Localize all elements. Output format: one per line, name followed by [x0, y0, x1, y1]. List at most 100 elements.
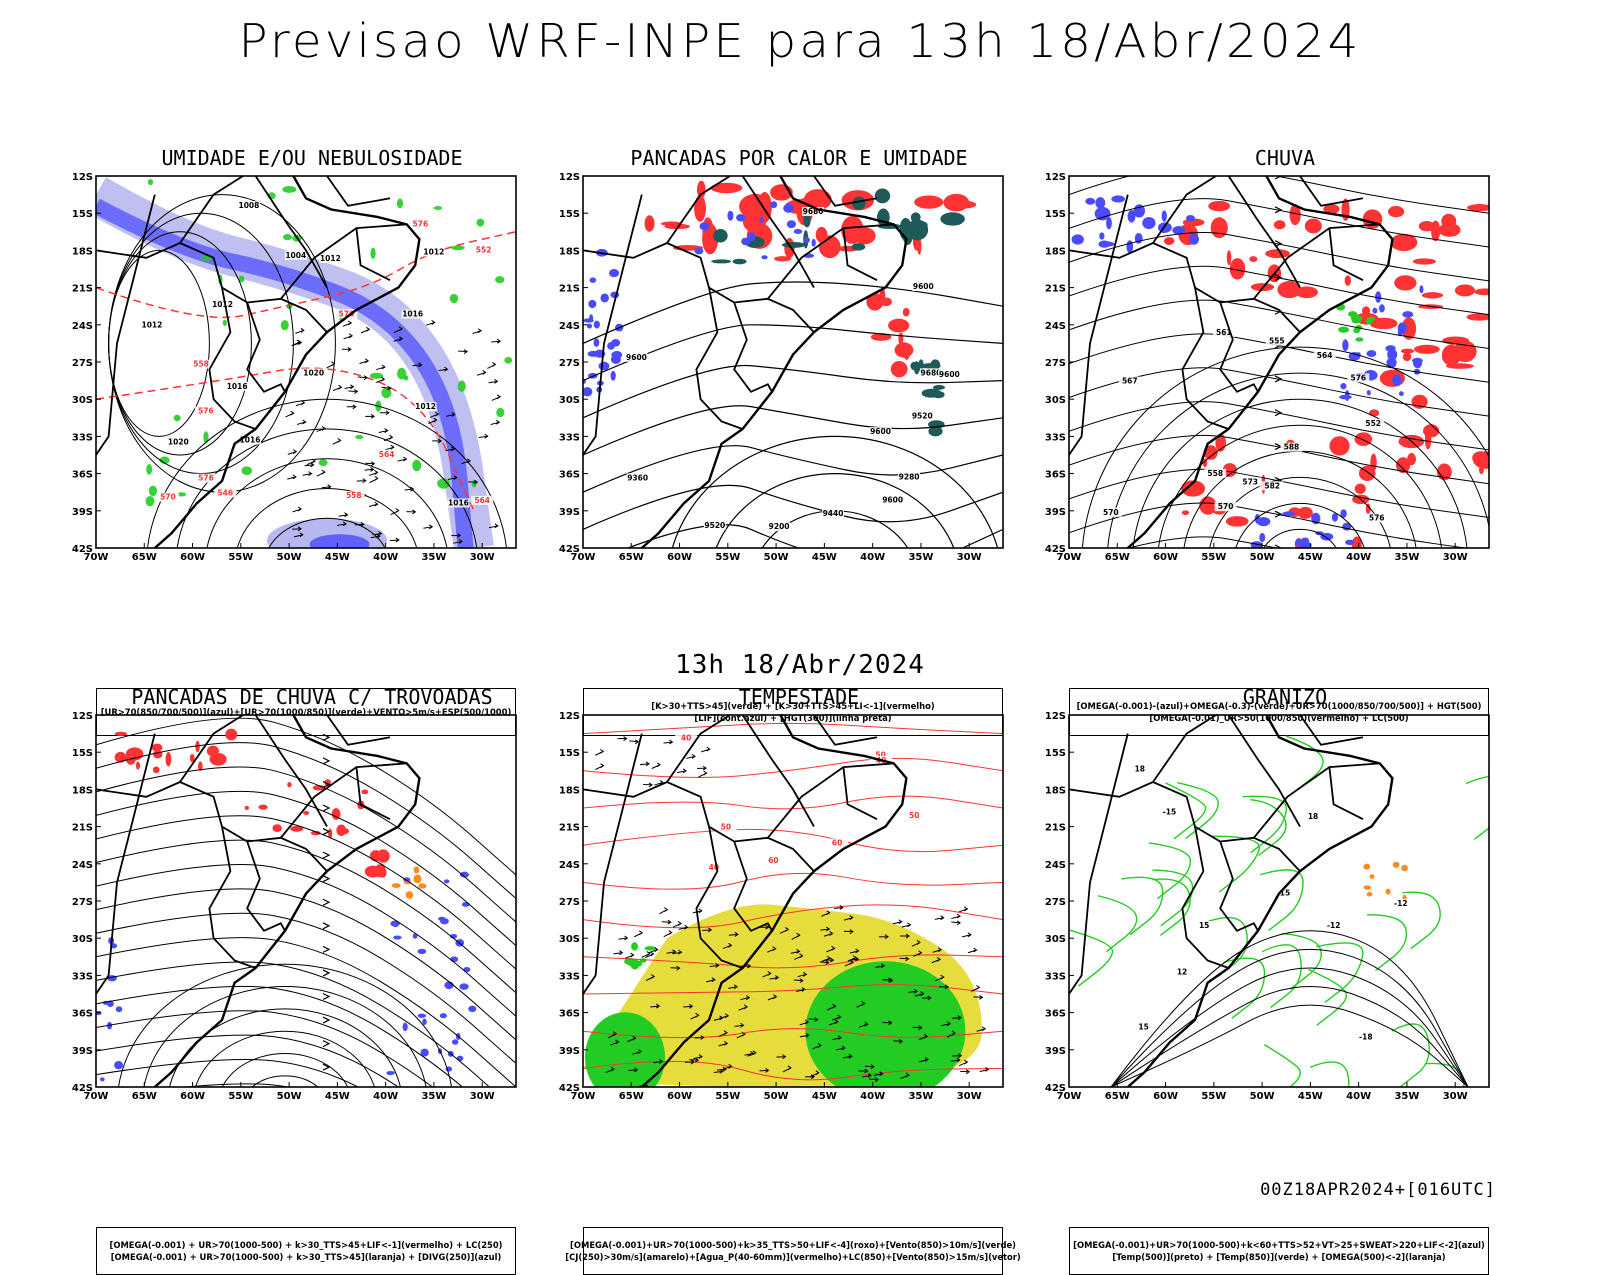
rain-blue-area [1419, 285, 1423, 293]
rain-red-area [1355, 484, 1366, 494]
rain-red-area [1422, 292, 1443, 298]
lif-contour [783, 204, 794, 213]
convection-red-area [694, 196, 706, 222]
flow-arrow [323, 923, 329, 929]
contour-label: -15 [1163, 808, 1177, 817]
lon-tick-label: 55W [715, 552, 740, 563]
lat-tick-label: 21S [559, 284, 580, 295]
lif-contour [588, 300, 596, 308]
thunder-orange-area [413, 875, 421, 884]
rain-blue-area [1085, 198, 1095, 205]
height-contour [709, 474, 961, 588]
flow-arrow [323, 829, 329, 835]
contour-line [1069, 368, 1489, 416]
lif-contour [812, 239, 816, 247]
contour-label: 576 [198, 406, 214, 415]
rain-blue-area [1342, 339, 1348, 351]
rain-red-area [1413, 258, 1436, 264]
lat-tick-label: 15S [72, 209, 93, 220]
wind-vector-head [322, 426, 325, 430]
humidity-green-contour [319, 459, 328, 466]
lif-contour [804, 237, 810, 243]
thunder-red-area [195, 741, 199, 752]
lif-contour [759, 217, 763, 223]
lon-tick-label: 30W [957, 552, 982, 563]
contour-label: 1012 [142, 321, 163, 330]
wind-vector-head [600, 749, 603, 753]
lif-contour [589, 314, 593, 322]
lon-tick-label: 50W [277, 1091, 302, 1102]
lif-contour [607, 342, 615, 350]
contour-line [96, 986, 516, 1127]
border-line [256, 715, 327, 827]
lat-tick-label: 18S [72, 246, 93, 257]
temp-850-contour [1260, 870, 1303, 931]
lon-tick-label: 70W [571, 1091, 596, 1102]
lat-tick-label: 15S [559, 209, 580, 220]
divergence-blue-area [450, 956, 458, 962]
lon-tick-label: 70W [1057, 552, 1082, 563]
border-line [247, 842, 285, 931]
rain-green-area [1351, 315, 1363, 321]
lat-tick-label: 12S [1045, 711, 1066, 722]
lon-tick-label: 50W [764, 1091, 789, 1102]
rain-blue-area [1366, 350, 1376, 357]
flow-arrow [323, 1041, 329, 1047]
humidity-green-contour [370, 373, 383, 379]
rain-red-area [1227, 250, 1231, 265]
lat-tick-label: 30S [72, 395, 93, 406]
rain-red-area [1438, 223, 1460, 237]
lon-tick-label: 60W [1153, 552, 1178, 563]
lat-tick-label: 21S [72, 284, 93, 295]
lon-tick-label: 45W [812, 552, 837, 563]
contour-label: 1012 [415, 402, 436, 411]
lat-tick-label: 21S [1045, 823, 1066, 834]
lat-tick-label: 30S [559, 395, 580, 406]
rain-red-area [1369, 409, 1379, 416]
rain-red-area [1345, 275, 1351, 286]
lat-tick-label: 15S [72, 748, 93, 759]
rain-red-area [1414, 345, 1440, 354]
convection-red-area [645, 215, 655, 231]
convection-teal-area [917, 221, 928, 229]
convection-red-area [955, 201, 977, 208]
contour-line [96, 1084, 516, 1127]
thunder-red-area [210, 753, 227, 766]
panel-title: TEMPESTADE [559, 685, 1039, 709]
lon-tick-label: 40W [860, 1091, 885, 1102]
divergence-blue-area [462, 902, 470, 907]
lon-tick-label: 55W [715, 1091, 740, 1102]
flow-arrow [323, 758, 329, 764]
border-line [247, 303, 285, 392]
divergence-blue-area [114, 1061, 123, 1069]
pressure-contour [109, 250, 210, 436]
lon-tick-label: 65W [132, 552, 157, 563]
rain-red-area [1455, 284, 1475, 296]
humidity-green-contour [146, 464, 152, 475]
humidity-green-contour [283, 234, 292, 240]
divergence-blue-area [444, 879, 450, 883]
divergence-blue-area [100, 1077, 105, 1081]
contour-label: 1004 [285, 251, 306, 260]
contour-label: 1020 [168, 437, 189, 446]
lif-contour [594, 338, 600, 346]
wind-vector-head [600, 764, 603, 768]
lat-tick-label: 18S [72, 785, 93, 796]
lon-tick-label: 30W [1443, 1091, 1468, 1102]
lat-tick-label: 39S [1045, 1046, 1066, 1057]
rain-blue-area [1340, 383, 1346, 389]
contour-label: 558 [193, 360, 209, 369]
rain-red-area [1305, 219, 1322, 234]
lif-contour [609, 269, 619, 277]
lon-tick-label: 45W [325, 1091, 350, 1102]
rain-red-area [1329, 436, 1349, 455]
pressure-contour [176, 429, 478, 588]
lif-contour [599, 362, 610, 371]
lon-tick-label: 70W [1057, 1091, 1082, 1102]
lif-contour [770, 201, 777, 208]
thunder-red-area [166, 752, 172, 766]
lat-tick-label: 18S [1045, 246, 1066, 257]
footer-timestamp: 00Z18APR2024+[016UTC] [1260, 1180, 1496, 1200]
